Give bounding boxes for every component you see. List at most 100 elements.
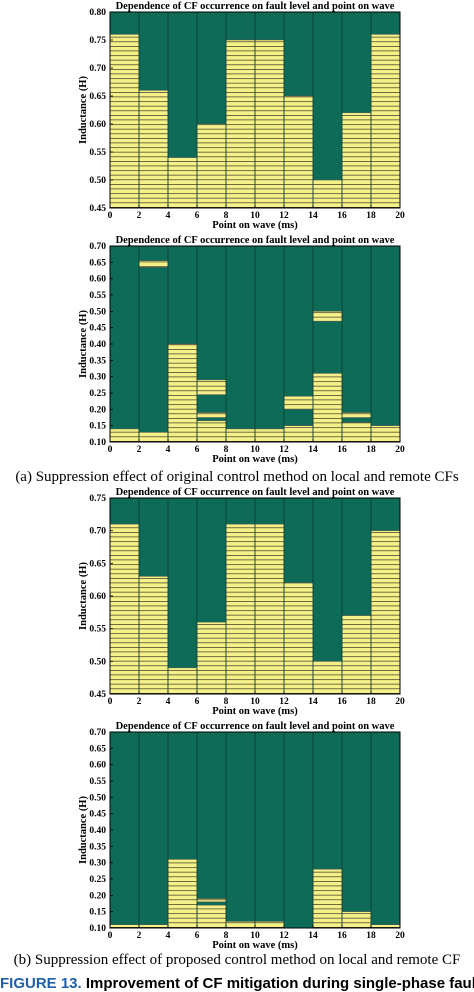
- x-tick-label: 20: [395, 931, 405, 941]
- y-tick-label: 0.45: [89, 324, 106, 334]
- cf-region: [196, 412, 227, 418]
- caption-b: (b) Suppression effect of proposed contr…: [13, 952, 461, 968]
- x-axis-label: Point on wave (ms): [212, 454, 298, 465]
- x-tick-label: 12: [279, 697, 289, 707]
- chart-title: Dependence of CF occurrence on fault lev…: [116, 721, 395, 732]
- cf-region: [370, 530, 401, 695]
- x-tick-label: 18: [366, 931, 376, 941]
- cf-region: [254, 39, 285, 209]
- y-axis-label: Inductance (H): [78, 76, 89, 144]
- cf-region: [341, 615, 372, 695]
- x-tick-label: 6: [195, 931, 200, 941]
- y-axis-label: Inductance (H): [78, 562, 89, 630]
- chart-2-remote-original: Dependence of CF occurrence on fault lev…: [78, 235, 405, 465]
- y-tick-label: 0.45: [89, 690, 106, 700]
- cf-region: [167, 343, 198, 443]
- y-tick-label: 0.40: [89, 340, 106, 350]
- y-tick-label: 0.10: [89, 924, 106, 934]
- y-tick-label: 0.80: [89, 8, 106, 18]
- cf-region: [312, 373, 343, 443]
- y-tick-label: 0.20: [89, 891, 106, 901]
- y-tick-label: 0.60: [89, 275, 106, 285]
- y-tick-label: 0.50: [89, 793, 106, 803]
- chart-3-local-proposed: Dependence of CF occurrence on fault lev…: [78, 487, 405, 716]
- y-tick-label: 0.25: [89, 875, 106, 885]
- y-tick-label: 0.55: [89, 148, 106, 158]
- chart-1-local-original: Dependence of CF occurrence on fault lev…: [78, 1, 405, 230]
- x-tick-label: 10: [250, 211, 260, 221]
- y-tick-label: 0.60: [89, 592, 106, 602]
- y-tick-label: 0.65: [89, 92, 106, 102]
- y-tick-label: 0.30: [89, 373, 106, 383]
- cf-region: [167, 859, 198, 929]
- x-tick-label: 4: [166, 445, 171, 455]
- y-axis-label: Inductance (H): [78, 310, 89, 378]
- x-tick-label: 14: [308, 445, 318, 455]
- y-tick-label: 0.35: [89, 356, 106, 366]
- x-tick-label: 4: [166, 697, 171, 707]
- cf-region: [225, 39, 256, 209]
- cf-region: [283, 396, 314, 410]
- cf-region: [138, 576, 169, 695]
- x-tick-label: 0: [108, 445, 113, 455]
- y-tick-label: 0.45: [89, 204, 106, 214]
- cf-region: [109, 428, 140, 443]
- cf-region: [225, 428, 256, 443]
- x-tick-label: 2: [137, 931, 142, 941]
- x-tick-label: 8: [224, 931, 229, 941]
- x-tick-label: 12: [279, 445, 289, 455]
- y-tick-label: 0.65: [89, 559, 106, 569]
- y-axis-label: Inductance (H): [78, 796, 89, 864]
- y-tick-label: 0.70: [89, 527, 106, 537]
- x-tick-label: 14: [308, 697, 318, 707]
- figure-text: Improvement of CF mitigation during sing…: [85, 975, 474, 992]
- cf-region: [341, 911, 372, 929]
- y-tick-label: 0.70: [89, 728, 106, 738]
- x-tick-label: 2: [137, 211, 142, 221]
- figure-number: FIGURE 13.: [0, 975, 82, 992]
- cf-region: [283, 425, 314, 443]
- y-tick-label: 0.70: [89, 242, 106, 252]
- y-tick-label: 0.55: [89, 625, 106, 635]
- x-tick-label: 18: [366, 445, 376, 455]
- x-tick-label: 16: [337, 697, 347, 707]
- y-tick-label: 0.65: [89, 744, 106, 754]
- x-tick-label: 18: [366, 697, 376, 707]
- cf-region: [254, 523, 285, 695]
- cf-region: [312, 179, 343, 209]
- x-tick-label: 10: [250, 697, 260, 707]
- x-tick-label: 20: [395, 445, 405, 455]
- y-tick-label: 0.50: [89, 176, 106, 186]
- cf-region: [370, 34, 401, 209]
- x-axis-label: Point on wave (ms): [212, 220, 298, 230]
- y-tick-label: 0.45: [89, 810, 106, 820]
- cf-region: [341, 422, 372, 443]
- chart-title: Dependence of CF occurrence on fault lev…: [116, 487, 395, 498]
- cf-region: [196, 379, 227, 395]
- x-tick-label: 16: [337, 445, 347, 455]
- cf-region: [167, 157, 198, 209]
- cf-region: [312, 661, 343, 695]
- x-tick-label: 2: [137, 697, 142, 707]
- cf-region: [196, 420, 227, 443]
- y-tick-label: 0.15: [89, 422, 106, 432]
- x-tick-label: 2: [137, 445, 142, 455]
- x-tick-label: 10: [250, 931, 260, 941]
- figure-label: FIGURE 13. Improvement of CF mitigation …: [0, 975, 474, 992]
- cf-region: [225, 523, 256, 695]
- x-tick-label: 6: [195, 445, 200, 455]
- x-tick-label: 14: [308, 931, 318, 941]
- x-tick-label: 8: [224, 445, 229, 455]
- x-tick-label: 20: [395, 697, 405, 707]
- x-tick-label: 8: [224, 211, 229, 221]
- y-tick-label: 0.20: [89, 405, 106, 415]
- cf-region: [109, 523, 140, 695]
- y-tick-label: 0.75: [89, 36, 106, 46]
- y-tick-label: 0.70: [89, 64, 106, 74]
- x-tick-label: 0: [108, 697, 113, 707]
- cf-region: [341, 412, 372, 418]
- x-tick-label: 4: [166, 931, 171, 941]
- y-tick-label: 0.60: [89, 120, 106, 130]
- cf-region: [138, 260, 169, 268]
- x-tick-label: 14: [308, 211, 318, 221]
